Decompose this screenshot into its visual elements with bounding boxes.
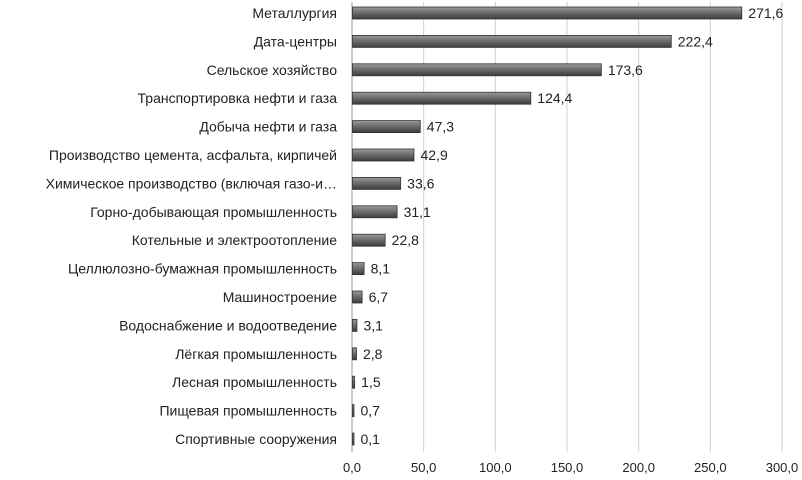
category-label: Производство цемента, асфальта, кирпичей xyxy=(49,147,337,163)
value-label: 33,6 xyxy=(407,175,434,191)
bar xyxy=(352,35,672,48)
value-label: 0,1 xyxy=(361,431,381,447)
value-label: 271,6 xyxy=(748,5,783,21)
category-labels: Металлургия Дата-центры Сельское хозяйство… xyxy=(46,5,338,447)
bar xyxy=(352,63,602,77)
value-label: 42,9 xyxy=(420,147,447,163)
value-label: 8,1 xyxy=(371,261,391,277)
category-label: Спортивные сооружения xyxy=(175,431,337,447)
value-label: 3,1 xyxy=(363,317,383,333)
value-label: 47,3 xyxy=(427,119,454,135)
value-label: 173,6 xyxy=(608,62,643,78)
value-label: 124,4 xyxy=(537,90,572,106)
bar xyxy=(352,347,357,361)
category-label: Водоснабжение и водоотведение xyxy=(119,317,337,333)
category-label: Лесная промышленность xyxy=(172,374,337,390)
bar xyxy=(352,404,355,418)
value-labels: 271,6 222,4 173,6 124,4 47,3 42,9 33,6 31,1 22,8… xyxy=(361,5,784,447)
category-label: Пищевая промышленность xyxy=(159,403,337,419)
gridlines xyxy=(351,2,783,452)
category-label: Химическое производство (включая газо-и… xyxy=(46,175,337,191)
value-label: 6,7 xyxy=(369,289,389,305)
x-tick-label: 200,0 xyxy=(622,460,655,475)
bar xyxy=(352,176,402,190)
bar xyxy=(352,91,532,105)
value-label: 2,8 xyxy=(363,346,383,362)
category-label: Добыча нефти и газа xyxy=(199,119,337,135)
bar xyxy=(352,432,355,446)
category-label: Дата-центры xyxy=(254,33,337,49)
value-label: 0,7 xyxy=(361,403,381,419)
category-label: Целлюлозно-бумажная промышленность xyxy=(68,261,337,277)
x-tick-label: 100,0 xyxy=(479,460,512,475)
value-label: 1,5 xyxy=(361,374,381,390)
bars xyxy=(352,6,743,446)
x-tick-label: 0,0 xyxy=(343,460,361,475)
category-label: Машиностроение xyxy=(223,289,337,305)
value-label: 222,4 xyxy=(678,33,713,49)
value-label: 22,8 xyxy=(392,232,419,248)
bar xyxy=(352,6,743,20)
bar xyxy=(352,318,358,332)
value-label: 31,1 xyxy=(404,204,431,220)
category-label: Сельское хозяйство xyxy=(207,62,338,78)
x-tick-label: 150,0 xyxy=(551,460,584,475)
x-tick-label: 300,0 xyxy=(766,460,799,475)
category-label: Лёгкая промышленность xyxy=(175,346,337,362)
bar xyxy=(352,262,365,276)
category-label: Металлургия xyxy=(252,5,337,21)
bar xyxy=(352,233,386,247)
bar xyxy=(352,205,398,219)
x-tick-label: 50,0 xyxy=(411,460,436,475)
bar xyxy=(352,375,356,389)
bar xyxy=(352,290,363,304)
category-label: Котельные и электроотопление xyxy=(132,232,338,248)
x-axis-tick-labels: 0,0 50,0 100,0 150,0 200,0 250,0 300,0 xyxy=(343,460,798,475)
category-label: Транспортировка нефти и газа xyxy=(138,90,338,106)
category-label: Горно-добывающая промышленность xyxy=(90,204,337,220)
bar xyxy=(352,148,415,162)
bar xyxy=(352,120,421,133)
x-tick-label: 250,0 xyxy=(694,460,727,475)
